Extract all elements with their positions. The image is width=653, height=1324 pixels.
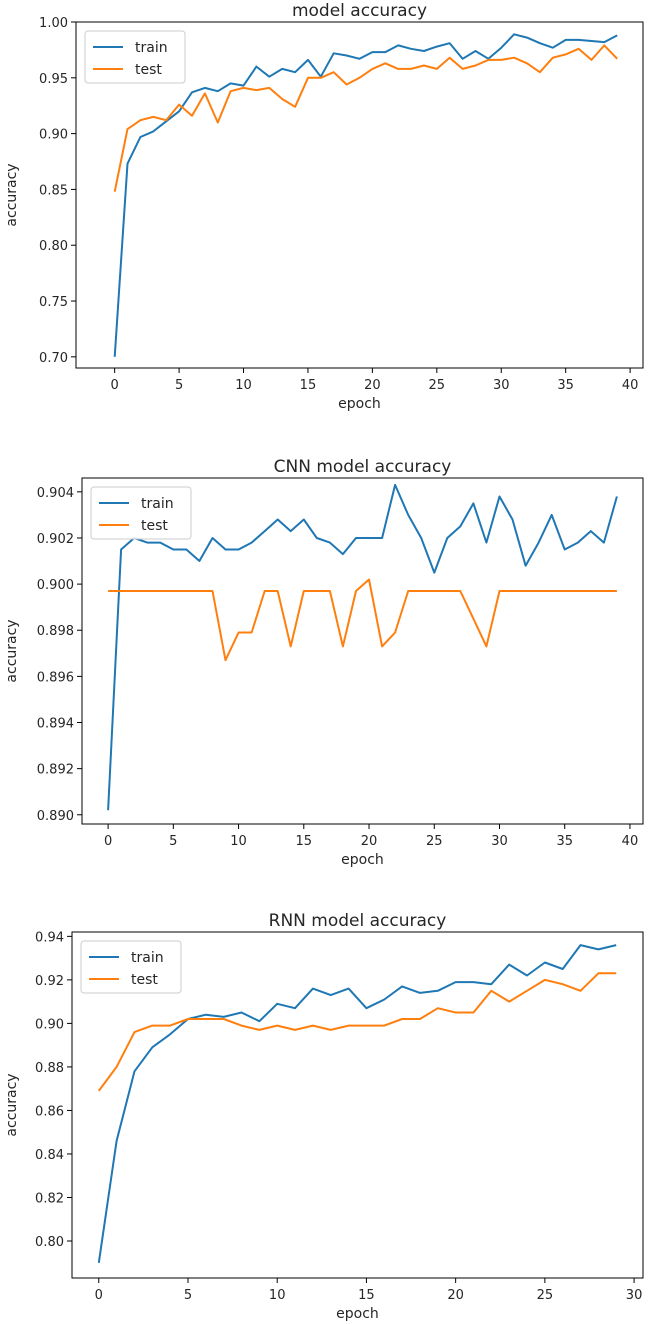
chart-1: CNN model accuracy 0 5 10 15 20 25 30 35 40 0.890 0… xyxy=(4,457,644,868)
y-tick-label: 0.70 xyxy=(39,351,68,366)
x-tick-label: 35 xyxy=(557,378,574,393)
plot-frame xyxy=(81,477,644,825)
plot-frame xyxy=(71,931,644,1279)
series-line-test xyxy=(97,972,617,1092)
x-tick-label: 10 xyxy=(235,378,252,393)
y-tick-label: 0.892 xyxy=(37,763,74,778)
x-tick-label: 20 xyxy=(447,1288,464,1303)
x-tick-label: 10 xyxy=(269,1288,286,1303)
series-line-test xyxy=(108,578,617,662)
x-tick-label: 30 xyxy=(491,834,508,849)
y-tick-label: 0.88 xyxy=(35,1061,64,1076)
y-tick-label: 0.94 xyxy=(35,930,64,945)
y-axis-label: accuracy xyxy=(4,1073,20,1136)
plot-frame xyxy=(75,21,644,369)
x-tick-label: 5 xyxy=(175,378,183,393)
legend-label-test: test xyxy=(135,62,162,78)
y-tick-label: 0.900 xyxy=(37,578,74,593)
y-tick-label: 0.80 xyxy=(35,1235,64,1250)
x-tick-label: 0 xyxy=(104,834,112,849)
x-tick-label: 15 xyxy=(296,834,313,849)
y-tick-label: 0.890 xyxy=(37,809,74,824)
x-tick-label: 30 xyxy=(493,378,510,393)
y-tick-label: 0.95 xyxy=(39,72,68,87)
x-tick-label: 20 xyxy=(364,378,381,393)
x-tick-label: 5 xyxy=(169,834,177,849)
x-tick-label: 0 xyxy=(95,1288,103,1303)
series-line-train xyxy=(97,944,617,1263)
x-tick-label: 5 xyxy=(184,1288,192,1303)
y-tick-label: 0.898 xyxy=(37,624,74,639)
chart-title: CNN model accuracy xyxy=(274,457,452,477)
x-tick-label: 15 xyxy=(358,1288,375,1303)
x-tick-label: 25 xyxy=(426,834,443,849)
x-tick-label: 15 xyxy=(300,378,317,393)
y-tick-label: 0.84 xyxy=(35,1148,64,1163)
y-tick-label: 0.904 xyxy=(37,486,74,501)
x-tick-label: 0 xyxy=(111,378,119,393)
x-tick-label: 40 xyxy=(622,834,639,849)
series-line-train xyxy=(107,483,618,811)
y-tick-label: 0.75 xyxy=(39,295,68,310)
chart-0: model accuracy 0 5 10 15 20 25 30 35 40 0.70 0.75 0.… xyxy=(4,1,644,412)
x-tick-label: 40 xyxy=(622,378,639,393)
y-tick-label: 0.894 xyxy=(37,717,74,732)
x-tick-label: 20 xyxy=(361,834,378,849)
chart-2: RNN model accuracy 0 5 10 15 20 25 30 0.80 0.82 0.… xyxy=(4,911,644,1322)
legend-label-train: train xyxy=(135,40,168,56)
x-tick-label: 25 xyxy=(537,1288,554,1303)
y-tick-label: 0.80 xyxy=(39,239,68,254)
y-tick-label: 0.92 xyxy=(35,974,64,989)
y-tick-label: 0.90 xyxy=(39,128,68,143)
legend-label-test: test xyxy=(131,972,158,988)
y-tick-label: 0.896 xyxy=(37,670,74,685)
y-tick-label: 1.00 xyxy=(39,16,68,31)
y-tick-label: 0.82 xyxy=(35,1191,64,1206)
series-line-train xyxy=(113,33,618,357)
y-tick-label: 0.90 xyxy=(35,1017,64,1032)
y-tick-label: 0.85 xyxy=(39,183,68,198)
x-tick-label: 10 xyxy=(230,834,247,849)
y-axis-label: accuracy xyxy=(4,619,20,682)
series-line-test xyxy=(113,44,618,192)
x-axis-label: epoch xyxy=(336,1306,379,1322)
x-tick-label: 25 xyxy=(429,378,446,393)
x-axis-label: epoch xyxy=(341,852,384,868)
y-axis-label: accuracy xyxy=(4,163,20,226)
x-axis-label: epoch xyxy=(338,396,381,412)
chart-title: RNN model accuracy xyxy=(269,911,447,931)
x-tick-label: 35 xyxy=(556,834,573,849)
legend-label-train: train xyxy=(141,496,174,512)
legend-label-train: train xyxy=(131,950,164,966)
y-tick-label: 0.86 xyxy=(35,1104,64,1119)
chart-title: model accuracy xyxy=(292,1,427,21)
y-tick-label: 0.902 xyxy=(37,532,74,547)
legend-label-test: test xyxy=(141,518,168,534)
x-tick-label: 30 xyxy=(626,1288,643,1303)
